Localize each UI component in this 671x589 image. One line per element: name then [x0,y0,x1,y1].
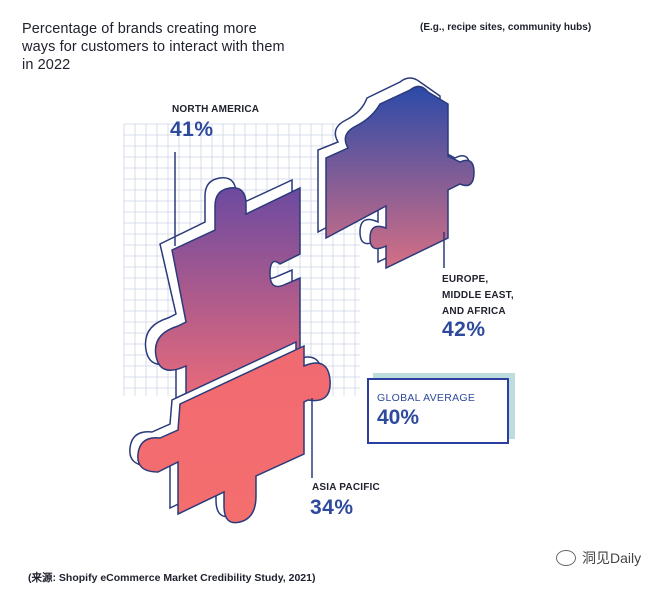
wechat-bubble-icon [556,550,576,566]
emea-value: 42% [442,318,486,341]
emea-label-line-3: AND AFRICA [442,306,506,317]
brand-logo: 洞见Daily [556,548,641,568]
global-average-box: GLOBAL AVERAGE 40% [367,378,509,444]
brand-name: 洞见Daily [582,550,642,566]
global-average-value: 40% [377,406,420,429]
asia-pacific-label: ASIA PACIFIC [312,482,380,493]
asia-pacific-puzzle-piece [129,340,331,524]
global-average-label: GLOBAL AVERAGE [377,392,476,404]
north-america-value: 41% [170,118,214,141]
emea-label-line-2: MIDDLE EAST, [442,290,514,301]
chart-title: Percentage of brands creating more ways … [22,21,285,73]
north-america-label: NORTH AMERICA [172,104,260,115]
chart-note: (E.g., recipe sites, community hubs) [420,22,592,33]
emea-label-line-1: EUROPE, [442,274,489,285]
emea-puzzle-piece [317,77,475,270]
north-america-puzzle-piece [144,177,301,406]
emea-label: EUROPE, MIDDLE EAST, AND AFRICA [442,272,514,320]
source-note: (来源: Shopify eCommerce Market Credibilit… [28,572,316,584]
asia-pacific-value: 34% [310,496,354,519]
